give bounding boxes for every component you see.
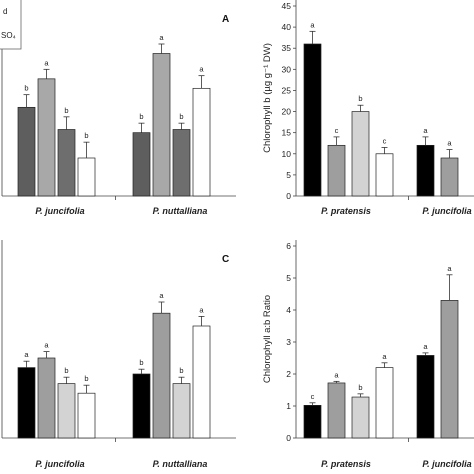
bar <box>303 405 322 439</box>
y-tick-label: 6 <box>286 241 291 251</box>
bar <box>37 78 56 197</box>
significance-letter: b <box>84 374 88 383</box>
bar <box>327 382 346 439</box>
bar <box>375 153 394 197</box>
significance-letter: a <box>447 139 452 148</box>
y-tick-label: 5 <box>286 273 291 283</box>
category-label: P. pratensis <box>321 206 371 216</box>
bar <box>57 129 76 197</box>
bar <box>327 144 346 197</box>
significance-letter: b <box>64 366 68 375</box>
significance-letter: a <box>382 352 387 361</box>
bar <box>77 392 96 439</box>
y-tick-label: 0 <box>286 191 291 201</box>
y-tick-label: 3 <box>286 337 291 347</box>
bar <box>77 157 96 197</box>
y-tick-label: 45 <box>282 1 292 11</box>
bar <box>351 111 370 197</box>
y-axis-label: Chlorophyll a:b Ratio <box>262 295 273 383</box>
significance-letter: a <box>199 305 204 314</box>
y-tick-label: 35 <box>282 43 292 53</box>
significance-letter: a <box>423 342 428 351</box>
bar <box>375 367 394 439</box>
bar <box>17 367 36 439</box>
bar <box>192 87 211 197</box>
y-axis-label: Chlorophyll b (µg g⁻¹ DW) <box>262 43 273 153</box>
bar <box>440 157 459 197</box>
panel-a: b b a a b b b a P. juncifolia P. nuttalliana Ad SO₄ <box>0 0 236 216</box>
bar <box>416 355 435 439</box>
legend-entry: d <box>3 7 7 16</box>
significance-letter: a <box>44 58 49 67</box>
bar <box>132 132 151 197</box>
significance-letter: a <box>334 370 339 379</box>
category-label: P. nuttalliana <box>153 459 208 469</box>
significance-letter: b <box>84 131 88 140</box>
significance-letter: b <box>64 106 68 115</box>
bar <box>440 300 459 439</box>
significance-letter: b <box>139 358 143 367</box>
category-label: P. juncifolia <box>422 459 471 469</box>
legend-box <box>0 0 22 50</box>
panel-c: a b a a b b b a P. juncifolia P. nuttalliana C <box>1 240 236 469</box>
y-tick-label: 4 <box>286 305 291 315</box>
y-tick-label: 0 <box>286 433 291 443</box>
significance-letter: b <box>358 383 362 392</box>
significance-letter: a <box>159 291 164 300</box>
y-tick-label: 5 <box>286 170 291 180</box>
y-tick-label: 30 <box>282 64 292 74</box>
y-tick-label: 15 <box>282 128 292 138</box>
significance-letter: b <box>139 112 143 121</box>
category-label: P. juncifolia <box>35 459 84 469</box>
bar <box>172 129 191 197</box>
bar <box>172 383 191 439</box>
bar <box>416 144 435 197</box>
y-tick-label: 25 <box>282 85 292 95</box>
panel-d: 0 1 2 3 4 5 6 Chlorophyll a:b Ratio c a a a b a P. pra… <box>262 240 474 469</box>
significance-letter: a <box>44 341 49 350</box>
significance-letter: c <box>311 392 315 401</box>
category-label: P. juncifolia <box>35 206 84 216</box>
legend-entry: SO₄ <box>1 31 16 40</box>
panel-letter: C <box>222 254 229 265</box>
y-tick-label: 20 <box>282 107 292 117</box>
panel-letter: A <box>222 14 229 25</box>
significance-letter: a <box>24 350 29 359</box>
bar <box>132 373 151 439</box>
significance-letter: c <box>335 126 339 135</box>
significance-letter: b <box>358 94 362 103</box>
bar <box>152 53 171 197</box>
y-tick-label: 10 <box>282 149 292 159</box>
y-tick-label: 1 <box>286 401 291 411</box>
bar <box>57 383 76 439</box>
y-tick-label: 40 <box>282 22 292 32</box>
bar <box>192 325 211 439</box>
bar <box>351 396 370 439</box>
significance-letter: a <box>447 264 452 273</box>
category-label: P. pratensis <box>321 459 371 469</box>
category-label: P. nuttalliana <box>153 206 208 216</box>
significance-letter: b <box>179 366 183 375</box>
significance-letter: a <box>310 20 315 29</box>
bar <box>17 106 36 197</box>
panel-b: 0 5 10 15 20 25 30 35 40 45 Chlorophyll b (µg g⁻¹ … <box>262 0 474 216</box>
significance-letter: c <box>383 136 387 145</box>
bar <box>152 312 171 439</box>
significance-letter: a <box>199 65 204 74</box>
y-tick-label: 2 <box>286 369 291 379</box>
significance-letter: a <box>159 33 164 42</box>
significance-letter: b <box>179 112 183 121</box>
bar <box>37 357 56 439</box>
legend: d SO₄ <box>0 0 22 50</box>
significance-letter: a <box>423 126 428 135</box>
category-label: P. juncifolia <box>422 206 471 216</box>
bar <box>303 43 322 197</box>
significance-letter: b <box>24 84 28 93</box>
